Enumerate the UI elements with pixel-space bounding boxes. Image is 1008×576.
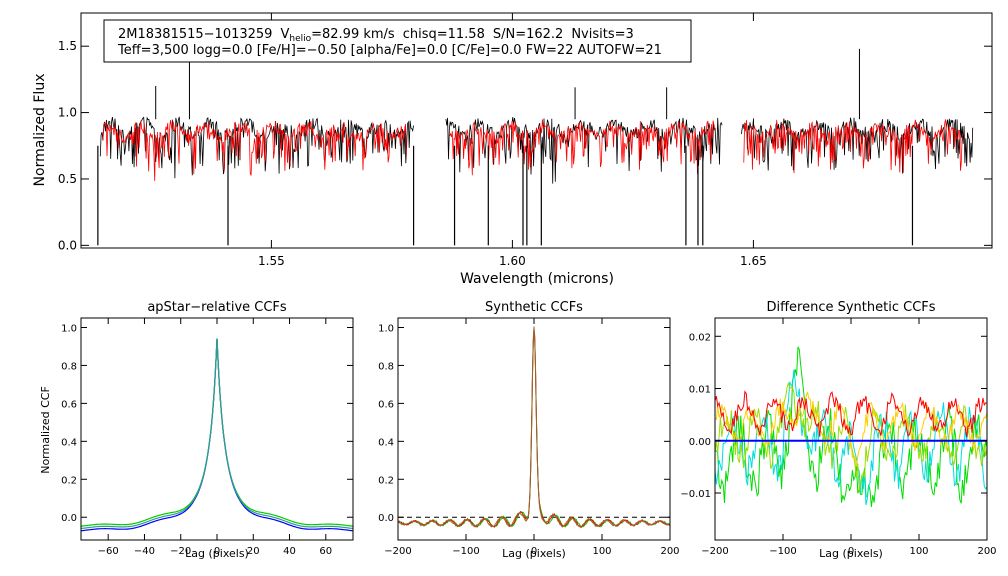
x-tick-label: 20 (247, 546, 260, 557)
x-tick-label: 100 (909, 546, 928, 557)
y-tick-label: 0.8 (61, 361, 77, 372)
apstar-ccf-x-label: Lag (pixels) (185, 547, 249, 560)
synthetic-ccf-x-label: Lag (pixels) (502, 547, 566, 560)
synthetic-ccf-panel: Synthetic CCFs −200 −100 0 100 200 0.0 0.2 0.4 0… (378, 300, 679, 560)
y-tick-label: −0.01 (680, 489, 711, 500)
y-tick-label: 0.8 (378, 361, 394, 372)
spectrum-data-layer (97, 48, 974, 246)
chisq-value: chisq=11.58 (403, 27, 485, 42)
spectrum-panel: 1.55 1.60 1.65 0.0 0.5 1.0 1.5 2M18381515−1013… (32, 12, 993, 287)
x-tick-label: −20 (170, 546, 191, 557)
y-tick-label: 1.0 (61, 323, 77, 334)
synthetic-ccf-ticks: −200 −100 0 100 200 0.0 0.2 0.4 0.6 0.8 1.0 (378, 318, 680, 557)
y-tick-label: 0.0 (58, 238, 77, 252)
apstar-ccf-series-visit-1 (80, 338, 354, 532)
difference-ccf-data-layer (715, 346, 987, 507)
x-tick-label: −100 (452, 546, 479, 557)
spectrum-axes-frame (80, 12, 993, 249)
y-tick-label: 1.5 (58, 39, 77, 53)
synthetic-ccf-series-visit-3 (397, 326, 671, 528)
y-tick-label: 0.6 (61, 399, 77, 410)
y-tick-label: 0.02 (689, 332, 711, 343)
x-tick-label: 40 (283, 546, 296, 557)
snr-value: S/N=162.2 (493, 27, 563, 42)
x-tick-label: 1.55 (258, 254, 285, 268)
apstar-ccf-panel: apStar−relative CCFs −60 −40 −20 0 20 40 60 0.0… (39, 300, 354, 560)
x-tick-label: 0 (214, 546, 220, 557)
x-tick-label: −200 (384, 546, 411, 557)
x-tick-label: 1.65 (740, 254, 767, 268)
y-tick-label: 0.0 (378, 513, 394, 524)
difference-ccf-lines (715, 346, 987, 507)
x-tick-label: −200 (701, 546, 728, 557)
x-tick-label: 0 (531, 546, 537, 557)
y-tick-label: 1.0 (58, 106, 77, 120)
x-tick-label: 200 (977, 546, 996, 557)
synthetic-ccf-data-layer (397, 326, 671, 529)
observed-spectrum-segment-2 (445, 117, 723, 184)
y-tick-label: 0.00 (689, 437, 711, 448)
star-id: 2M18381515−1013259 (118, 27, 272, 42)
model-spectrum-segment-1 (102, 120, 407, 181)
apstar-ccf-series-visit-3 (80, 338, 354, 530)
apstar-ccf-series-visit-2 (80, 338, 354, 527)
y-tick-label: 0.6 (378, 399, 394, 410)
y-tick-label: 0.0 (61, 513, 77, 524)
difference-ccf-x-label: Lag (pixels) (819, 547, 883, 560)
apstar-ccf-title: apStar−relative CCFs (147, 300, 287, 315)
y-tick-label: 0.4 (61, 437, 77, 448)
x-tick-label: 60 (319, 546, 332, 557)
y-tick-label: 1.0 (378, 323, 394, 334)
info-line-2-params: Teff=3,500 logg=0.0 [Fe/H]=−0.50 [alpha/… (117, 43, 662, 58)
apstar-ccf-y-label: Normalized CCF (39, 386, 52, 474)
x-tick-label: −100 (769, 546, 796, 557)
x-tick-label: 1.60 (499, 254, 526, 268)
synthetic-ccf-title: Synthetic CCFs (485, 300, 583, 315)
y-tick-label: 0.5 (58, 172, 77, 186)
spectrum-x-label: Wavelength (microns) (460, 271, 614, 287)
difference-ccf-title: Difference Synthetic CCFs (766, 300, 935, 315)
y-tick-label: 0.01 (689, 385, 711, 396)
apstar-ccf-ticks: −60 −40 −20 0 20 40 60 0.0 0.2 0.4 0.6 0.8 1.0 (61, 318, 353, 557)
vhelio-label: V (280, 27, 289, 42)
x-tick-label: −40 (134, 546, 155, 557)
synthetic-ccf-axes-frame (397, 317, 671, 541)
y-tick-label: 0.4 (378, 437, 394, 448)
difference-ccf-series-diff-5 (715, 390, 987, 438)
model-spectrum-segment-2 (449, 119, 716, 176)
nvisits-value: Nvisits=3 (571, 27, 633, 42)
apstar-ccf-data-layer (80, 338, 354, 532)
model-spectrum-segment-3 (743, 119, 964, 174)
spectrum-ticks: 1.55 1.60 1.65 0.0 0.5 1.0 1.5 (58, 13, 992, 268)
y-tick-label: 0.2 (378, 475, 394, 486)
difference-ccf-panel: Difference Synthetic CCFs −200 −100 0 100 20… (680, 300, 996, 560)
spectrum-y-label: Normalized Flux (32, 74, 48, 187)
vhelio-value: =82.99 km/s (311, 27, 395, 42)
x-tick-label: 200 (660, 546, 679, 557)
difference-ccf-series-diff-3 (715, 382, 987, 492)
spectrum-lines (97, 48, 974, 246)
info-line-1: 2M18381515−1013259 Vhelio=82.99 km/s chisq… (118, 27, 634, 44)
x-tick-label: 0 (848, 546, 854, 557)
synthetic-ccf-series-visit-1 (398, 331, 671, 529)
x-tick-label: 100 (592, 546, 611, 557)
synthetic-ccf-series-visit-2 (397, 329, 671, 529)
info-box-frame (103, 19, 692, 63)
difference-ccf-series-diff-4 (715, 391, 987, 467)
spectrum-info-box: 2M18381515−1013259 Vhelio=82.99 km/s chisq… (103, 19, 692, 63)
vhelio-subscript: helio (289, 34, 311, 44)
y-tick-label: 0.2 (61, 475, 77, 486)
x-tick-label: −60 (98, 546, 119, 557)
difference-ccf-ticks: −200 −100 0 100 200 −0.01 0.00 0.01 0.02 (680, 318, 997, 557)
